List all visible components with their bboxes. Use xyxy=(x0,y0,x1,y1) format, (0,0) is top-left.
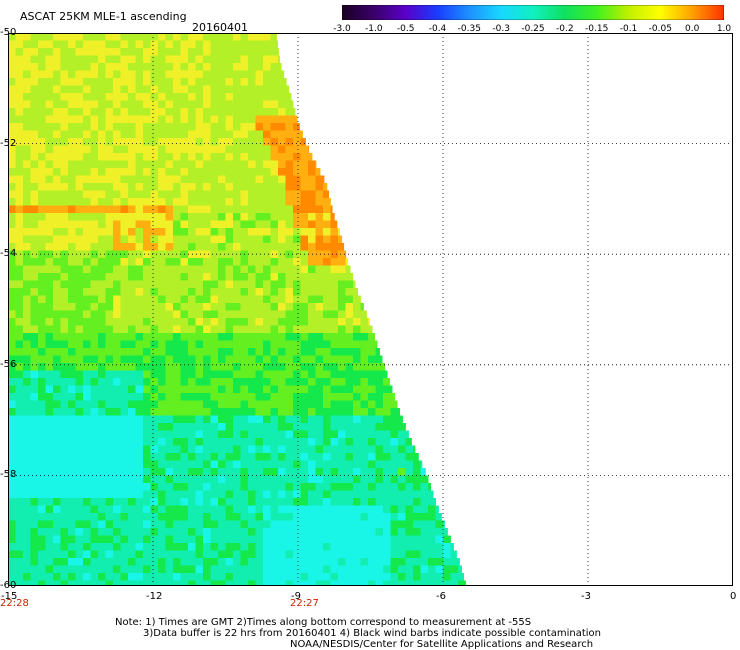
colorbar-gradient xyxy=(342,5,724,20)
colorbar-label: 0.0 xyxy=(684,24,700,34)
colorbar-label: -3.0 xyxy=(333,24,351,34)
colorbar xyxy=(342,5,724,20)
colorbar-label: -0.2 xyxy=(556,24,574,34)
latitude-label: -50 xyxy=(0,27,17,38)
note-line-1: Note: 1) Times are GMT 2)Times along bot… xyxy=(115,617,532,628)
time-label: 22:27 xyxy=(290,598,319,609)
latitude-label: -54 xyxy=(0,248,17,260)
longitude-label: 0 xyxy=(730,591,737,602)
time-label: 22:28 xyxy=(0,598,29,609)
colorbar-label: -0.4 xyxy=(428,24,447,34)
longitude-label: -12 xyxy=(146,591,163,602)
wind-map xyxy=(8,33,733,586)
colorbar-label: -0.5 xyxy=(396,24,415,34)
longitude-label: -9 xyxy=(291,591,301,602)
latitude-label: -60 xyxy=(0,580,17,591)
product-title: ASCAT 25KM MLE-1 ascending xyxy=(20,10,187,23)
note-line-3: NOAA/NESDIS/Center for Satellite Applica… xyxy=(290,639,594,650)
longitude-label: -6 xyxy=(436,591,446,602)
longitude-label: -15 xyxy=(1,591,18,602)
colorbar-label: -0.3 xyxy=(492,24,510,34)
colorbar-label: 1.0 xyxy=(716,24,732,34)
latitude-label: -52 xyxy=(0,137,17,149)
latitude-label: -56 xyxy=(0,358,17,370)
colorbar-label: -0.35 xyxy=(457,24,481,34)
colorbar-label: -0.25 xyxy=(521,24,545,34)
product-date: 20160401 xyxy=(192,21,248,34)
colorbar-label: -0.1 xyxy=(619,24,638,34)
map-frame xyxy=(8,33,733,586)
colorbar-label: -0.15 xyxy=(585,24,609,34)
graticule xyxy=(8,33,733,586)
colorbar-label: -0.05 xyxy=(648,24,672,34)
colorbar-label: -1.0 xyxy=(365,24,383,34)
colorbar-swatches xyxy=(342,5,724,20)
wind-map-canvas xyxy=(8,33,733,586)
note-line-2: 3)Data buffer is 22 hrs from 20160401 4)… xyxy=(143,628,601,639)
wind-swath xyxy=(8,33,466,586)
longitude-label: -3 xyxy=(581,591,591,602)
latitude-label: -58 xyxy=(0,469,17,481)
